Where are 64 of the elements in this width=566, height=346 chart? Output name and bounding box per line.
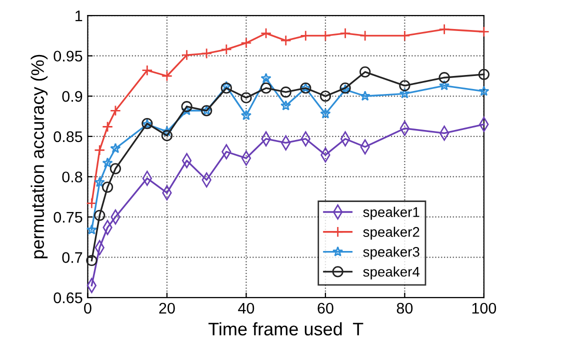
- x-tick-label: 0: [84, 302, 92, 314]
- point: [360, 66, 371, 78]
- y-tick-label: 1: [76, 10, 82, 22]
- point: [320, 108, 331, 118]
- point: [220, 44, 232, 55]
- y-tick-label: 0.95: [54, 50, 82, 62]
- point: [280, 100, 292, 110]
- point: [201, 48, 212, 59]
- point: [360, 90, 370, 101]
- y-tick-label: 0.9: [62, 91, 82, 102]
- point: [86, 224, 98, 235]
- point: [161, 70, 173, 82]
- point: [260, 72, 272, 84]
- point: [438, 72, 450, 84]
- point: [181, 49, 192, 61]
- y-tick-label: 0.85: [54, 131, 82, 142]
- point: [340, 28, 351, 39]
- x-tick-label: 80: [396, 302, 413, 314]
- point: [438, 80, 450, 90]
- y-axis-title: permutation accuracy (%): [30, 54, 48, 258]
- y-tick-label: 0.65: [54, 292, 82, 304]
- point: [142, 64, 153, 76]
- point: [221, 80, 232, 92]
- point: [240, 37, 252, 49]
- point: [110, 142, 121, 154]
- legend-label: speaker4: [363, 266, 420, 280]
- point: [260, 82, 272, 94]
- point: [478, 86, 490, 96]
- point: [240, 92, 252, 104]
- point: [102, 182, 114, 193]
- legend-label: speaker3: [363, 246, 420, 260]
- point: [110, 105, 122, 116]
- y-tick-label: 0.8: [62, 172, 82, 182]
- point: [478, 26, 490, 38]
- point: [220, 82, 232, 94]
- point: [240, 110, 252, 120]
- point: [280, 86, 292, 98]
- x-axis-title: Time frame used T: [208, 322, 364, 336]
- point: [280, 34, 292, 46]
- legend-label: speaker2: [363, 226, 420, 240]
- x-tick-label: 100: [472, 302, 496, 314]
- point: [438, 24, 450, 35]
- point: [399, 88, 410, 98]
- point: [94, 144, 106, 156]
- point: [102, 157, 113, 168]
- point: [94, 176, 105, 187]
- point: [94, 210, 106, 221]
- x-tick-label: 20: [159, 302, 175, 314]
- point: [181, 105, 192, 116]
- y-tick-label: 0.75: [54, 212, 82, 223]
- point: [110, 163, 122, 174]
- point: [161, 130, 173, 142]
- point: [181, 101, 192, 112]
- point: [162, 126, 172, 136]
- point: [102, 121, 114, 132]
- y-tick-label: 0.7: [62, 252, 82, 263]
- point: [399, 80, 410, 92]
- point: [260, 28, 272, 39]
- x-tick-label: 60: [318, 302, 334, 314]
- point: [86, 254, 98, 266]
- point: [320, 90, 332, 102]
- point: [478, 68, 490, 80]
- x-tick-label: 40: [238, 302, 254, 314]
- legend-label: speaker1: [363, 206, 420, 220]
